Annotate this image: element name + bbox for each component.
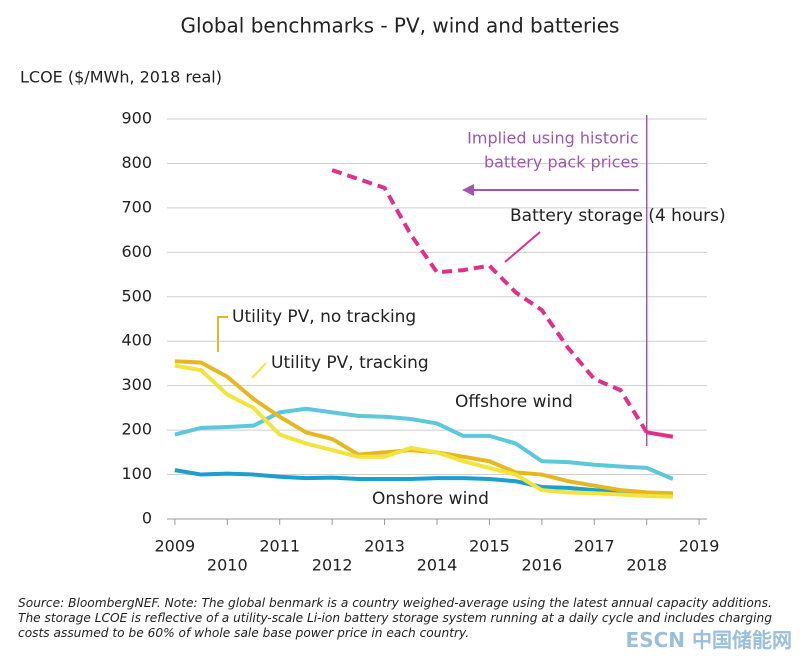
x-tick-label: 2015 bbox=[469, 537, 510, 556]
watermark: ESCN 中国储能网 bbox=[625, 628, 792, 652]
y-tick-label: 900 bbox=[121, 109, 152, 128]
chart-title: Global benchmarks - PV, wind and batteri… bbox=[181, 14, 620, 38]
y-tick-label: 300 bbox=[121, 375, 152, 394]
series-line bbox=[174, 363, 673, 499]
y-tick-label: 800 bbox=[121, 153, 152, 172]
y-tick-label: 200 bbox=[121, 420, 152, 439]
y-tick-label: 600 bbox=[121, 242, 152, 261]
y-tick-label: 100 bbox=[121, 464, 152, 483]
series-label: Utility PV, tracking bbox=[271, 353, 429, 373]
series-line bbox=[331, 168, 649, 434]
x-tick-label: 2013 bbox=[364, 537, 405, 556]
series-line bbox=[174, 406, 674, 481]
x-tick-label: 2019 bbox=[679, 537, 720, 556]
series-line bbox=[646, 430, 674, 439]
x-tick-label: 2012 bbox=[312, 556, 353, 575]
source-note: Source: BloombergNEF. Note: The global b… bbox=[18, 596, 772, 640]
series-label: Onshore wind bbox=[372, 489, 489, 509]
y-tick-label: 0 bbox=[142, 509, 152, 528]
annotation: battery pack prices bbox=[484, 153, 639, 172]
x-tick-label: 2010 bbox=[207, 556, 248, 575]
leader-line bbox=[504, 231, 541, 263]
x-tick-label: 2017 bbox=[574, 537, 615, 556]
leader-line bbox=[251, 362, 267, 379]
x-tick-label: 2016 bbox=[521, 556, 562, 575]
annotation-arrowhead bbox=[462, 184, 474, 196]
x-tick-label: 2009 bbox=[155, 537, 196, 556]
series-label: Battery storage (4 hours) bbox=[510, 206, 726, 226]
x-tick-label: 2014 bbox=[417, 556, 458, 575]
series-label: Utility PV, no tracking bbox=[232, 307, 416, 327]
series-label: Offshore wind bbox=[455, 392, 573, 412]
series-line bbox=[174, 468, 674, 497]
x-tick-label: 2018 bbox=[626, 556, 667, 575]
y-tick-label: 400 bbox=[121, 331, 152, 350]
y-axis-label: LCOE ($/MWh, 2018 real) bbox=[20, 68, 222, 87]
x-tick-label: 2011 bbox=[259, 537, 300, 556]
y-tick-label: 500 bbox=[121, 286, 152, 305]
annotation: Implied using historic bbox=[467, 129, 639, 148]
leader-line bbox=[217, 316, 228, 352]
y-tick-label: 700 bbox=[121, 197, 152, 216]
